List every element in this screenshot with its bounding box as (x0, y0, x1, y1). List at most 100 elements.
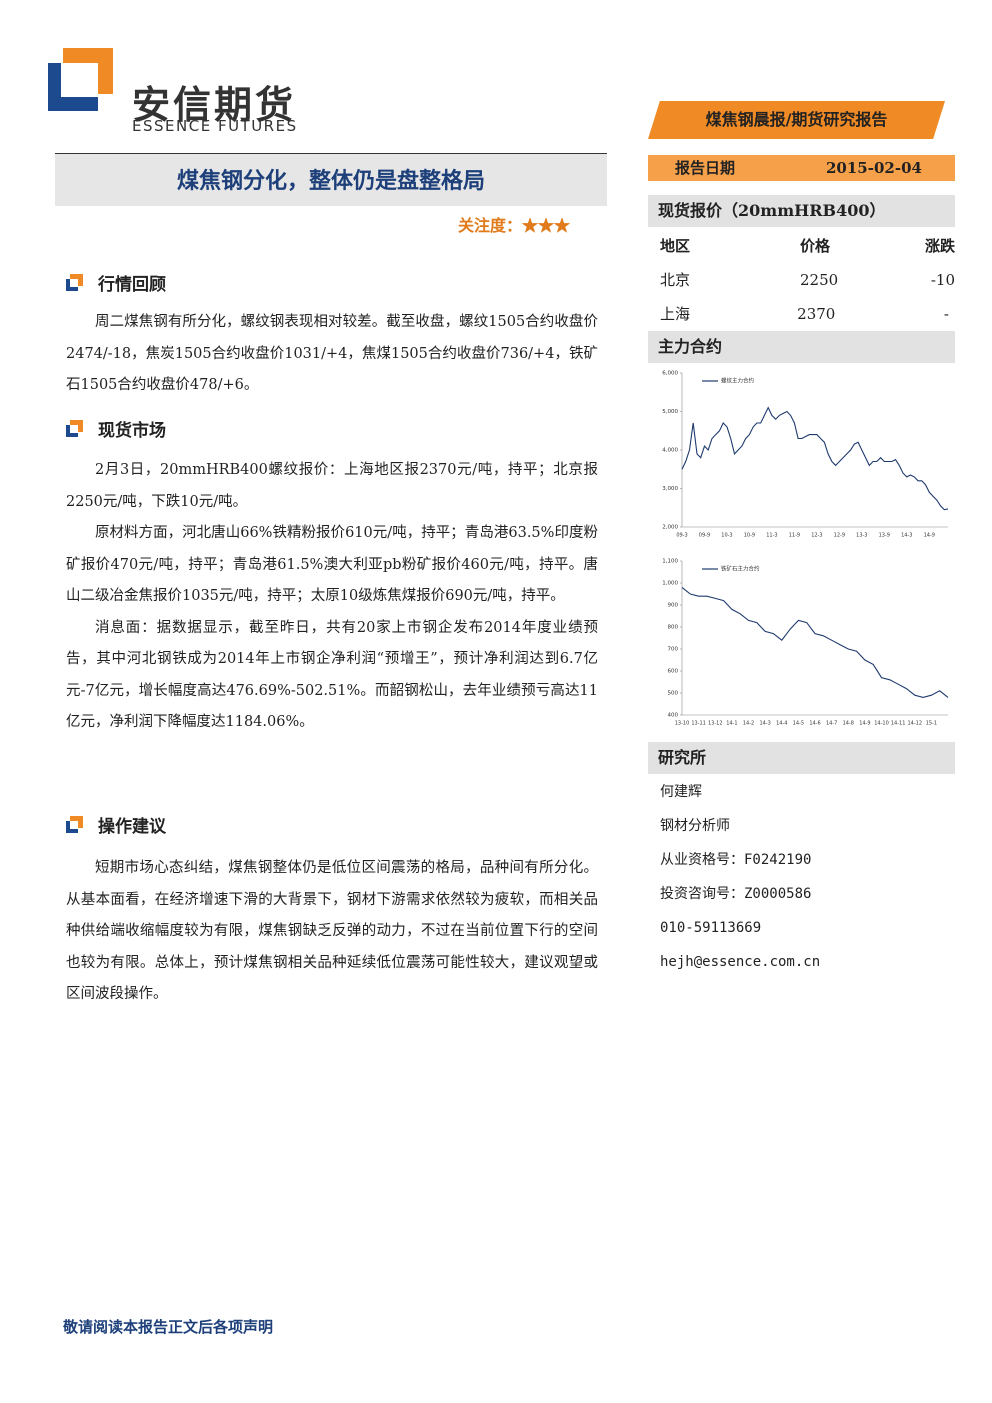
date-value: 2015-02-04 (826, 159, 922, 177)
line (681, 406, 949, 511)
cell: 2250 (800, 271, 839, 289)
paragraph: 周二煤焦钢有所分化，螺纹钢表现相对较差。截至收盘，螺纹1505合约收盘价2474… (66, 314, 598, 393)
heading-text: 行情回顾 (98, 275, 166, 295)
cell: 2370 (797, 305, 836, 323)
x-tick-label: 11-9 (789, 533, 800, 539)
x-tick-label: 13-12 (708, 721, 723, 727)
x-tick-label: 14-3 (759, 721, 770, 727)
cell: -10 (930, 271, 955, 289)
chart: 400 500 600 700 800 900 1,000 1,100 13-10 13-11 13… (662, 559, 949, 727)
x-tick-label: 14-9 (859, 721, 870, 727)
x-tick-label: 14-1 (726, 721, 737, 727)
cell: - (943, 305, 949, 323)
table-row: 北京 2250 -10 (648, 263, 955, 297)
x-tick-label: 10-9 (744, 533, 755, 539)
x-tick-label: 10-3 (721, 533, 732, 539)
x-tick-label: 14-12 (907, 721, 922, 727)
section: 行情回顾 周二煤焦钢有所分化，螺纹钢表现相对较差。截至收盘，螺纹1505合约收盘… (66, 270, 598, 402)
spot-heading: 现货报价（20mmHRB400） (648, 195, 955, 227)
x-tick-label: 14-10 (874, 721, 889, 727)
x-tick-label: 13-11 (691, 721, 706, 727)
section-heading: 行情回顾 (66, 270, 598, 295)
y-tick-label: 2,000 (662, 525, 678, 531)
bullet (66, 419, 83, 437)
y-tick-label: 4,000 (662, 448, 678, 454)
company-en: ESSENCE FUTURES (132, 117, 298, 135)
chart: 2,000 3,000 4,000 5,000 6,000 09-3 09-9 10-3 10-… (662, 371, 949, 539)
x-tick-label: 11-3 (766, 533, 777, 539)
legend-label: 铁矿石主力合约 (721, 565, 760, 573)
col-head: 价格 (800, 237, 831, 255)
col-head: 涨跌 (924, 237, 955, 255)
heading-text: 现货市场 (98, 421, 166, 441)
title-bar (55, 153, 607, 206)
section: 操作建议 短期市场心态纠结，煤焦钢整体仍是低位区间震荡的格局，品种间有所分化。从… (66, 812, 598, 1011)
paragraph: 2月3日，20mmHRB400螺纹报价：上海地区报2370元/吨，持平；北京报2… (66, 462, 598, 510)
attention: 关注度：★★★ (458, 212, 570, 236)
heading-text: 操作建议 (98, 817, 166, 837)
x-tick-label: 14-2 (743, 721, 754, 727)
research-line: 投资咨询号：Z0000586 (660, 886, 812, 902)
table-header: 地区 价格 涨跌 (648, 230, 955, 263)
attention-stars: ★★★ (522, 216, 571, 235)
section-heading: 操作建议 (66, 812, 598, 837)
x-tick-label: 13-3 (856, 533, 867, 539)
y-tick-label: 800 (668, 625, 679, 631)
bullet (66, 273, 83, 291)
title: 煤焦钢分化，整体仍是盘整格局 (176, 168, 485, 194)
y-tick-label: 6,000 (662, 371, 678, 377)
x-tick-label: 14-7 (826, 721, 837, 727)
banner (648, 101, 945, 139)
report-tag: 煤焦钢晨报/期货研究报告 (705, 110, 888, 129)
cell: 北京 (660, 271, 691, 289)
date-label: 报告日期 (675, 159, 736, 177)
x-tick-label: 14-9 (924, 533, 935, 539)
x-tick-label: 14-6 (809, 721, 820, 727)
paragraph: 短期市场心态纠结，煤焦钢整体仍是低位区间震荡的格局，品种间有所分化。从基本面看，… (66, 860, 598, 1002)
spot-table: 地区 价格 涨跌 北京 2250 -10 上海 2370 - (648, 230, 955, 331)
y-tick-label: 5,000 (662, 409, 678, 415)
x-tick-label: 14-8 (843, 721, 854, 727)
table-row: 上海 2370 - (648, 297, 955, 331)
section: 现货市场 2月3日，20mmHRB400螺纹报价：上海地区报2370元/吨，持平… (66, 416, 598, 739)
x-tick-label: 13-9 (879, 533, 890, 539)
x-tick-label: 09-3 (676, 533, 687, 539)
research-info: 何建辉 钢材分析师 从业资格号：F0242190 投资咨询号：Z0000586 … (660, 775, 820, 979)
x-tick-label: 13-10 (675, 721, 690, 727)
y-tick-label: 700 (668, 647, 679, 653)
x-tick-label: 14-3 (901, 533, 912, 539)
research-line: 钢材分析师 (660, 818, 730, 834)
line (681, 586, 949, 698)
company-cn: 安信期货 (132, 83, 297, 127)
research-heading: 研究所 (648, 742, 955, 774)
cell: 上海 (660, 305, 691, 323)
attention-label: 关注度： (458, 216, 523, 235)
x-tick-label: 12-3 (811, 533, 822, 539)
bullet (66, 815, 83, 833)
y-tick-label: 3,000 (662, 486, 678, 492)
paragraph: 消息面：据数据显示，截至昨日，共有20家上市钢企发布2014年度业绩预告，其中河… (66, 619, 598, 731)
section-heading: 现货市场 (66, 416, 598, 441)
research-line: hejh@essence.com.cn (660, 954, 821, 970)
paragraph: 原材料方面，河北唐山66%铁精粉报价610元/吨，持平；青岛港63.5%印度粉矿… (66, 525, 598, 604)
footer: 敬请阅读本报告正文后各项声明 (63, 1318, 274, 1336)
y-tick-label: 1,100 (662, 559, 678, 565)
legend-label: 螺纹主力合约 (721, 377, 755, 385)
date-bar (648, 155, 955, 181)
x-tick-label: 14-11 (891, 721, 906, 727)
y-tick-label: 600 (668, 669, 679, 675)
x-tick-label: 14-5 (793, 721, 804, 727)
x-tick-label: 09-9 (699, 533, 710, 539)
y-tick-label: 400 (668, 713, 679, 719)
y-tick-label: 500 (668, 691, 679, 697)
research-line: 从业资格号：F0242190 (660, 852, 812, 868)
y-tick-label: 900 (668, 603, 679, 609)
col-head: 地区 (660, 237, 691, 255)
logo-mark (48, 48, 113, 111)
research-line: 010-59113669 (660, 920, 762, 936)
y-tick-label: 1,000 (662, 581, 678, 587)
x-tick-label: 14-4 (776, 721, 787, 727)
x-tick-label: 12-9 (834, 533, 845, 539)
x-tick-label: 15-1 (926, 721, 937, 727)
